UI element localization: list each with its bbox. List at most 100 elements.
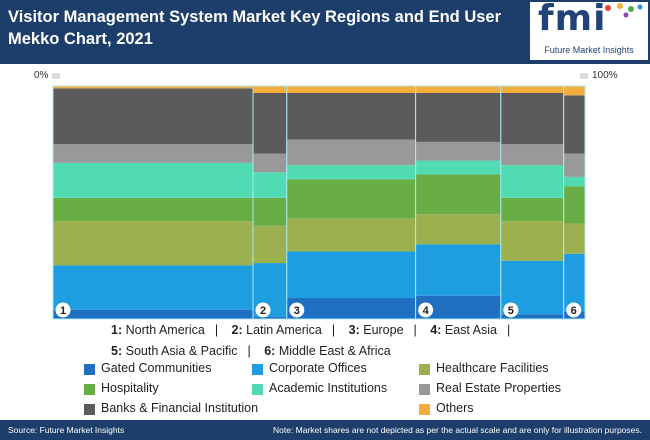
mekko-segment-2-6: [253, 153, 287, 173]
mekko-segment-1-8: [53, 86, 254, 89]
mekko-segment-1-6: [53, 144, 254, 163]
mekko-segment-2-1: [253, 316, 287, 319]
legend-label: Academic Institutions: [269, 381, 388, 395]
mekko-segment-3-8: [286, 86, 416, 93]
column-badge-label: 6: [571, 305, 577, 317]
column-badge-circle: [566, 302, 582, 318]
footer-bar: Source: Future Market Insights Note: Mar…: [0, 420, 650, 440]
legend-swatch: [252, 384, 263, 395]
mekko-segment-4-3: [415, 214, 501, 245]
mekko-segment-3-1: [286, 298, 416, 319]
region-key-line-1: 1: North America | 2: Latin America | 3: E…: [111, 323, 511, 337]
region-key-num-3: 3:: [348, 323, 360, 337]
region-key-name-2: Latin America: [246, 323, 322, 337]
fmi-logo: fmi Future Market Insights: [530, 0, 648, 60]
column-badge-label: 4: [423, 305, 430, 317]
mekko-segment-4-8: [415, 86, 501, 93]
region-key-name-3: Europe: [363, 323, 404, 337]
mekko-segment-3-2: [286, 251, 416, 299]
column-badge-5: 5: [503, 302, 519, 318]
region-key-num-2: 2:: [231, 323, 243, 337]
mekko-segment-4-7: [415, 92, 501, 142]
mekko-segment-4-1: [415, 295, 501, 319]
scale-max-mark: [580, 73, 588, 79]
mekko-segment-5-5: [500, 165, 564, 198]
mekko-segment-4-6: [415, 141, 501, 161]
legend-label: Gated Communities: [101, 361, 212, 375]
legend-label: Real Estate Properties: [436, 381, 562, 395]
region-key-name-5: South Asia & Pacific: [125, 344, 238, 358]
column-badge-circle: [255, 302, 271, 318]
mekko-segment-6-8: [563, 86, 585, 96]
mekko-segment-3-7: [286, 92, 416, 140]
mekko-segment-1-3: [53, 221, 254, 266]
region-key-line-2: 5: South Asia & Pacific | 6: Middle East …: [111, 344, 391, 358]
mekko-segment-2-7: [253, 92, 287, 154]
mekko-column-border-6: [563, 85, 586, 320]
legend-swatch: [252, 364, 263, 375]
legend-swatch: [419, 364, 430, 375]
source-note: Source: Future Market Insights: [8, 425, 125, 435]
legend-swatch: [84, 364, 95, 375]
mekko-segment-5-6: [500, 144, 564, 166]
mekko-segment-3-3: [286, 218, 416, 252]
legend-swatch: [84, 404, 95, 415]
region-key-num-6: 6:: [264, 344, 276, 358]
mekko-segment-1-4: [53, 197, 254, 222]
logo-text: fmi: [538, 0, 607, 39]
mekko-segment-1-5: [53, 162, 254, 198]
legend-swatch: [419, 404, 430, 415]
legend-label: Others: [436, 401, 474, 415]
scale-max-label: 100%: [592, 70, 618, 81]
column-badge-4: 4: [418, 302, 434, 318]
logo-dots-icon: [605, 3, 643, 18]
disclaimer-note: Note: Market shares are not depicted as …: [272, 425, 642, 435]
mekko-segment-2-4: [253, 197, 287, 226]
header-banner: Visitor Management System Market Key Reg…: [0, 0, 650, 64]
legend-swatch: [419, 384, 430, 395]
mekko-segment-3-5: [286, 165, 416, 180]
legend-label: Banks & Financial Institution: [101, 401, 259, 415]
mekko-segment-2-8: [253, 86, 287, 93]
logo-subtitle: Future Market Insights: [544, 45, 634, 55]
column-badge-2: 2: [255, 302, 271, 318]
region-key-num-5: 5:: [111, 344, 123, 358]
column-badge-label: 1: [60, 305, 66, 317]
mekko-segment-1-7: [53, 88, 254, 145]
mekko-segment-6-4: [563, 186, 585, 224]
mekko-segment-5-3: [500, 221, 564, 261]
column-badge-circle: [55, 302, 71, 318]
region-key-num-1: 1:: [111, 323, 123, 337]
mekko-segment-6-3: [563, 223, 585, 254]
scale-min-mark: [52, 73, 60, 79]
mekko-segment-1-2: [53, 265, 254, 310]
mekko-segment-2-5: [253, 172, 287, 198]
mekko-segment-5-8: [500, 86, 564, 93]
mekko-segment-4-2: [415, 244, 501, 296]
mekko-segment-3-4: [286, 179, 416, 219]
mekko-segment-2-3: [253, 225, 287, 264]
column-badge-circle: [418, 302, 434, 318]
mekko-segment-6-7: [563, 95, 585, 154]
chart-title: Visitor Management System Market Key Reg…: [8, 8, 502, 48]
column-badge-label: 2: [260, 305, 266, 317]
column-badge-3: 3: [289, 302, 305, 318]
mekko-segment-4-5: [415, 160, 501, 175]
mekko-segment-5-1: [500, 314, 564, 319]
mekko-chart: 1 2 3 4 5 6: [52, 85, 586, 320]
legend-label: Healthcare Facilities: [436, 361, 549, 375]
region-key-name-1: North America: [125, 323, 205, 337]
mekko-segment-6-5: [563, 176, 585, 187]
mekko-segment-1-1: [53, 309, 254, 319]
mekko-segment-6-6: [563, 153, 585, 177]
column-badge-circle: [289, 302, 305, 318]
column-badge-label: 3: [294, 305, 300, 317]
region-key-name-4: East Asia: [444, 323, 498, 337]
column-badge-1: 1: [55, 302, 71, 318]
legend-swatch: [84, 384, 95, 395]
legend-label: Corporate Offices: [269, 361, 367, 375]
region-key-num-4: 4:: [430, 323, 442, 337]
mekko-segment-5-7: [500, 92, 564, 145]
region-key-name-6: Middle East & Africa: [278, 344, 391, 358]
column-badge-circle: [503, 302, 519, 318]
